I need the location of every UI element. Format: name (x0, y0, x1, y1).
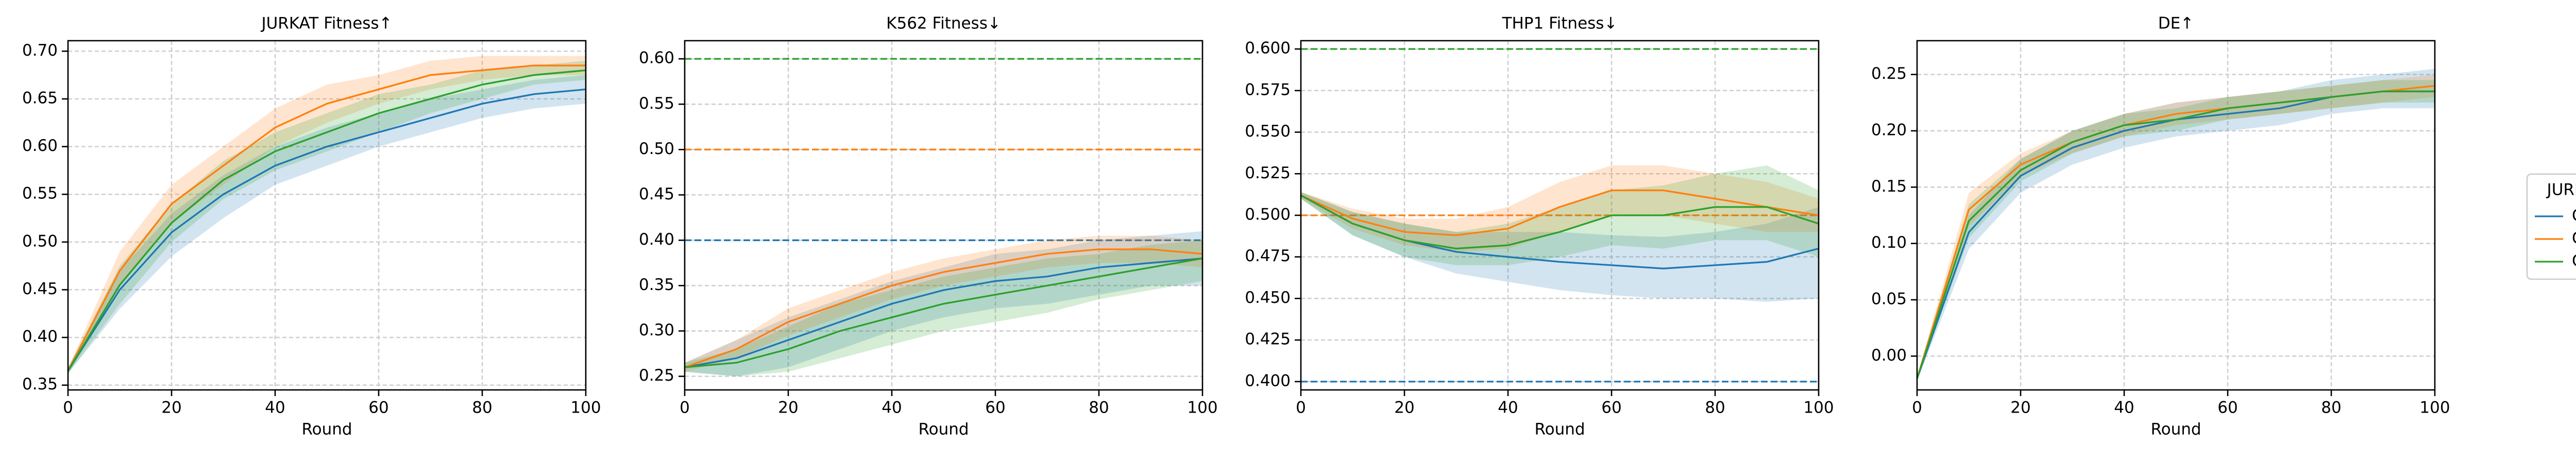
x-tick-label: 60 (2217, 399, 2238, 417)
x-tick-label: 60 (368, 399, 388, 417)
x-tick-label: 0 (1912, 399, 1922, 417)
x-tick-label: 100 (570, 399, 601, 417)
confidence-band (68, 75, 586, 374)
series-line (684, 258, 1203, 368)
x-tick-label: 0 (63, 399, 73, 417)
x-tick-label: 100 (2419, 399, 2450, 417)
x-axis-label: Round (2150, 420, 2201, 439)
confidence-band (68, 60, 586, 374)
plot-frame (1916, 40, 2436, 391)
chart-title: THP1 Fitness↓ (1502, 14, 1618, 33)
x-tick-label: 80 (472, 399, 492, 417)
y-tick-label: 0.55 (22, 184, 58, 203)
confidence-band (1917, 69, 2435, 381)
y-tick-label: 0.40 (639, 230, 674, 249)
x-tick-label: 60 (1601, 399, 1621, 417)
y-tick-label: 0.525 (1245, 164, 1291, 182)
y-tick-label: 0.00 (1871, 346, 1907, 365)
y-tick-label: 0.25 (639, 366, 674, 385)
plot-frame (67, 40, 587, 391)
x-tick-label: 40 (1498, 399, 1518, 417)
y-tick-label: 0.65 (22, 89, 58, 108)
series-line (67, 69, 586, 371)
confidence-band (1301, 165, 1819, 265)
y-tick-label: 0.05 (1871, 290, 1907, 309)
chart-title: DE↑ (2158, 14, 2194, 33)
x-tick-label: 60 (985, 399, 1005, 417)
y-tick-label: 0.60 (639, 49, 674, 67)
plot-frame (1300, 40, 1820, 391)
x-tick-label: 80 (1705, 399, 1725, 417)
y-tick-label: 0.575 (1245, 80, 1291, 99)
series-line (1300, 194, 1819, 250)
y-tick-label: 0.10 (1871, 233, 1907, 252)
y-tick-label: 0.500 (1245, 206, 1291, 224)
series-line (684, 248, 1203, 368)
y-tick-label: 0.600 (1245, 39, 1291, 58)
x-tick-label: 100 (1187, 399, 1217, 417)
x-tick-label: 20 (1394, 399, 1414, 417)
y-tick-label: 0.20 (1871, 121, 1907, 139)
y-tick-label: 0.50 (639, 140, 674, 158)
y-tick-label: 0.40 (22, 328, 58, 346)
y-tick-label: 0.35 (22, 375, 58, 394)
y-tick-label: 0.35 (639, 276, 674, 294)
y-tick-label: 0.50 (22, 232, 58, 250)
y-tick-label: 0.400 (1245, 371, 1291, 390)
y-tick-label: 0.45 (22, 280, 58, 298)
y-tick-label: 0.550 (1245, 122, 1291, 141)
x-axis-label: Round (918, 420, 969, 439)
y-tick-label: 0.475 (1245, 247, 1291, 265)
series-line (67, 64, 586, 371)
y-tick-label: 0.25 (1871, 64, 1907, 83)
confidence-band (1917, 74, 2435, 381)
x-tick-label: 80 (2321, 399, 2341, 417)
series-line (67, 88, 586, 371)
x-tick-label: 20 (161, 399, 181, 417)
x-tick-label: 20 (778, 399, 798, 417)
confidence-band (68, 56, 586, 374)
y-tick-label: 0.45 (639, 185, 674, 203)
legend: JURKAT C = 0.4 C = 0.5 C = 0.6 (2526, 173, 2576, 280)
y-tick-label: 0.30 (639, 321, 674, 339)
x-axis-label: Round (301, 420, 352, 439)
confidence-band (1301, 165, 1819, 252)
plot-frame (684, 40, 1204, 391)
legend-label: C = 0.6 (2572, 252, 2576, 270)
x-tick-label: 100 (1803, 399, 1834, 417)
x-tick-label: 40 (882, 399, 902, 417)
series-line (684, 258, 1203, 368)
y-tick-label: 0.425 (1245, 330, 1291, 349)
legend-label: C = 0.5 (2572, 229, 2576, 248)
chart-title: JURKAT Fitness↑ (260, 14, 392, 33)
x-tick-label: 0 (680, 399, 690, 417)
x-tick-label: 40 (265, 399, 285, 417)
confidence-band (685, 240, 1202, 377)
x-tick-label: 40 (2114, 399, 2134, 417)
series-line (1300, 189, 1819, 236)
y-tick-label: 0.55 (639, 94, 674, 113)
x-axis-label: Round (1534, 420, 1585, 439)
confidence-band (1917, 80, 2435, 381)
legend-title: JURKAT (2546, 181, 2576, 199)
y-tick-label: 0.15 (1871, 177, 1907, 196)
y-tick-label: 0.70 (22, 41, 58, 60)
x-tick-label: 0 (1296, 399, 1306, 417)
x-tick-label: 20 (2010, 399, 2030, 417)
y-tick-label: 0.60 (22, 136, 58, 155)
y-tick-label: 0.450 (1245, 288, 1291, 307)
confidence-band (1301, 192, 1819, 302)
x-tick-label: 80 (1089, 399, 1109, 417)
legend-label: C = 0.4 (2572, 207, 2576, 225)
series-line (1916, 90, 2435, 379)
chart-title: K562 Fitness↓ (886, 14, 1001, 33)
legend-frame (2526, 173, 2576, 280)
